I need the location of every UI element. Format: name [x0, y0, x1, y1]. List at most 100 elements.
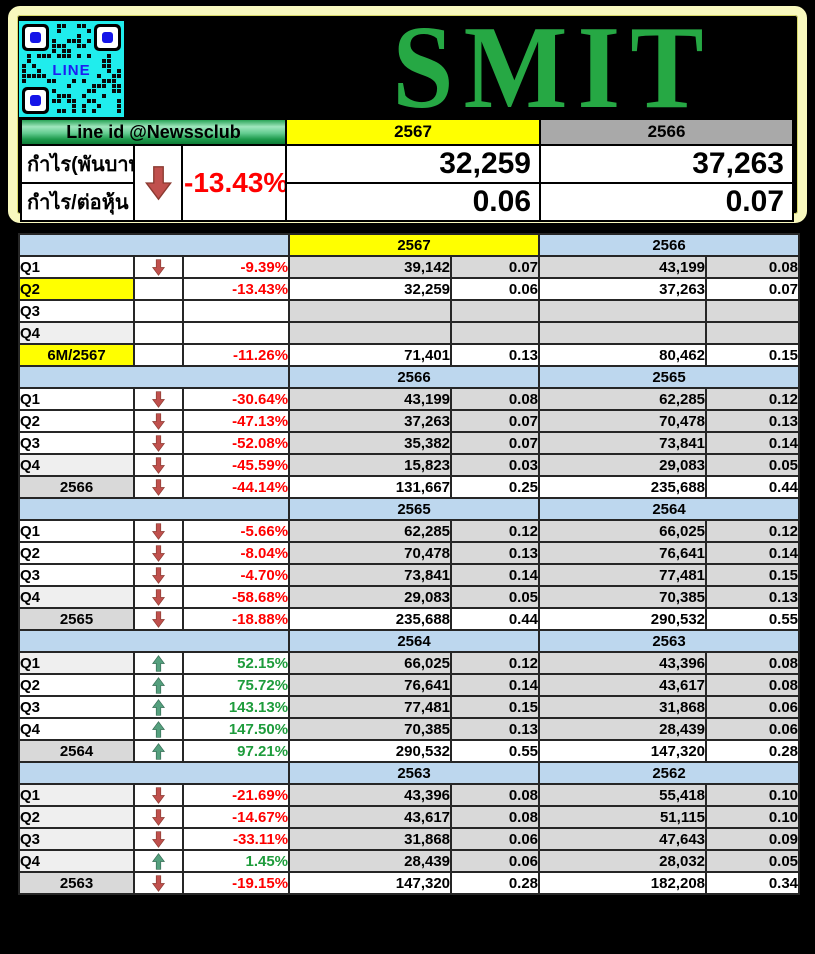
arrow-cell: [133, 739, 184, 763]
quarter-label: Q2: [18, 277, 135, 301]
up-arrow-icon: [152, 720, 165, 738]
table-row: Q2 -47.13% 37,263 0.07 70,478 0.13: [18, 409, 801, 433]
quarter-label: Q2: [18, 673, 135, 697]
year1-eps-cell: 0.06: [450, 849, 541, 873]
period-total-label: 2564: [18, 739, 135, 763]
year1-profit-cell: 29,083: [288, 585, 453, 609]
quarter-label: Q3: [18, 695, 135, 719]
year2-profit-cell: 147,320: [538, 739, 708, 763]
year1-eps-cell: 0.08: [450, 805, 541, 829]
change-percent-cell: [181, 299, 291, 323]
quarter-label: Q4: [18, 717, 135, 741]
quarter-label: Q3: [18, 299, 135, 323]
down-arrow-icon: [152, 259, 165, 276]
year2-eps-cell: 0.34: [705, 871, 801, 895]
change-percent-cell: [181, 321, 291, 345]
quarter-label: Q1: [18, 255, 135, 279]
table-row: Q4: [18, 321, 801, 345]
year1-profit-cell: 290,532: [288, 739, 453, 763]
year1-eps-cell: 0.14: [450, 563, 541, 587]
period-total-label: 6M/2567: [18, 343, 135, 367]
summary-year2-eps: 0.07: [539, 182, 794, 222]
year2-eps-cell: 0.12: [705, 387, 801, 411]
quarter-label: Q4: [18, 453, 135, 477]
table-row: Q1 52.15% 66,025 0.12 43,396 0.08: [18, 651, 801, 675]
year2-profit-cell: 290,532: [538, 607, 708, 631]
year1-profit-cell: 43,617: [288, 805, 453, 829]
change-percent-cell: -5.66%: [181, 519, 291, 543]
year1-eps-cell: 0.06: [450, 277, 541, 301]
change-percent-cell: -58.68%: [181, 585, 291, 609]
year1-profit-cell: 28,439: [288, 849, 453, 873]
down-arrow-icon: [152, 479, 165, 496]
summary-change-percent: -13.43%: [181, 144, 287, 222]
year1-profit-cell: 70,478: [288, 541, 453, 565]
year2-profit-cell: 235,688: [538, 475, 708, 499]
year2-profit-cell: 28,439: [538, 717, 708, 741]
quarter-label: Q1: [18, 519, 135, 543]
qr-finder-icon: [94, 24, 121, 51]
table-row: Q4 1.45% 28,439 0.06 28,032 0.05: [18, 849, 801, 873]
year1-profit-cell: 15,823: [288, 453, 453, 477]
year2-profit-cell: 70,478: [538, 409, 708, 433]
year2-eps-cell: 0.08: [705, 673, 801, 697]
year1-profit-cell: 66,025: [288, 651, 453, 675]
year2-eps-cell: 0.13: [705, 409, 801, 433]
arrow-cell: [133, 717, 184, 741]
year2-profit-cell: [538, 299, 708, 323]
year1-eps-cell: 0.55: [450, 739, 541, 763]
table-row: Q3 -33.11% 31,868 0.06 47,643 0.09: [18, 827, 801, 851]
year1-profit-cell: 32,259: [288, 277, 453, 301]
summary-year2-header: 2566: [539, 118, 794, 146]
profit-label: กำไร(พันบาท): [20, 144, 135, 184]
year2-eps-cell: 0.13: [705, 585, 801, 609]
down-arrow-icon: [152, 567, 165, 584]
total-row: 2564 97.21% 290,532 0.55 147,320 0.28: [18, 739, 801, 763]
quarter-label: Q4: [18, 321, 135, 345]
year2-eps-cell: 0.14: [705, 431, 801, 455]
change-percent-cell: -19.15%: [181, 871, 291, 895]
arrow-cell: [133, 563, 184, 587]
down-arrow-icon: [152, 589, 165, 606]
summary-header-row: Line id @Newssclub 2567 2566: [20, 118, 794, 146]
year1-eps-cell: 0.05: [450, 585, 541, 609]
down-arrow-icon: [144, 166, 172, 201]
year1-eps-cell: [450, 321, 541, 345]
block-header-spacer: [17, 233, 291, 257]
year2-eps-cell: 0.12: [705, 519, 801, 543]
year1-eps-cell: 0.07: [450, 255, 541, 279]
year2-profit-cell: 77,481: [538, 563, 708, 587]
year2-profit-cell: 182,208: [538, 871, 708, 895]
down-arrow-icon: [152, 435, 165, 452]
down-arrow-icon: [152, 391, 165, 408]
summary-year1-eps: 0.06: [285, 182, 541, 222]
arrow-cell: [133, 453, 184, 477]
change-percent-cell: -11.26%: [181, 343, 291, 367]
year2-profit-cell: 37,263: [538, 277, 708, 301]
down-arrow-icon: [152, 545, 165, 562]
arrow-cell: [133, 783, 184, 807]
up-arrow-icon: [152, 676, 165, 694]
arrow-cell: [133, 255, 184, 279]
block-year2-header: 2564: [538, 497, 801, 521]
change-percent-cell: -47.13%: [181, 409, 291, 433]
quarter-label: Q2: [18, 409, 135, 433]
change-percent-cell: -52.08%: [181, 431, 291, 455]
arrow-cell: [133, 607, 184, 631]
block-year1-header: 2563: [288, 761, 541, 785]
year1-eps-cell: 0.03: [450, 453, 541, 477]
year2-eps-cell: 0.28: [705, 739, 801, 763]
year2-profit-cell: 76,641: [538, 541, 708, 565]
year2-profit-cell: 62,285: [538, 387, 708, 411]
year1-profit-cell: 37,263: [288, 409, 453, 433]
arrow-cell: [133, 805, 184, 829]
year2-profit-cell: 47,643: [538, 827, 708, 851]
block-year2-header: 2563: [538, 629, 801, 653]
year1-eps-cell: 0.13: [450, 541, 541, 565]
block-header-spacer: [17, 761, 291, 785]
year1-profit-cell: 43,199: [288, 387, 453, 411]
year2-eps-cell: 0.05: [705, 453, 801, 477]
arrow-cell: [133, 871, 184, 895]
block-year1-header: 2565: [288, 497, 541, 521]
change-percent-cell: -21.69%: [181, 783, 291, 807]
